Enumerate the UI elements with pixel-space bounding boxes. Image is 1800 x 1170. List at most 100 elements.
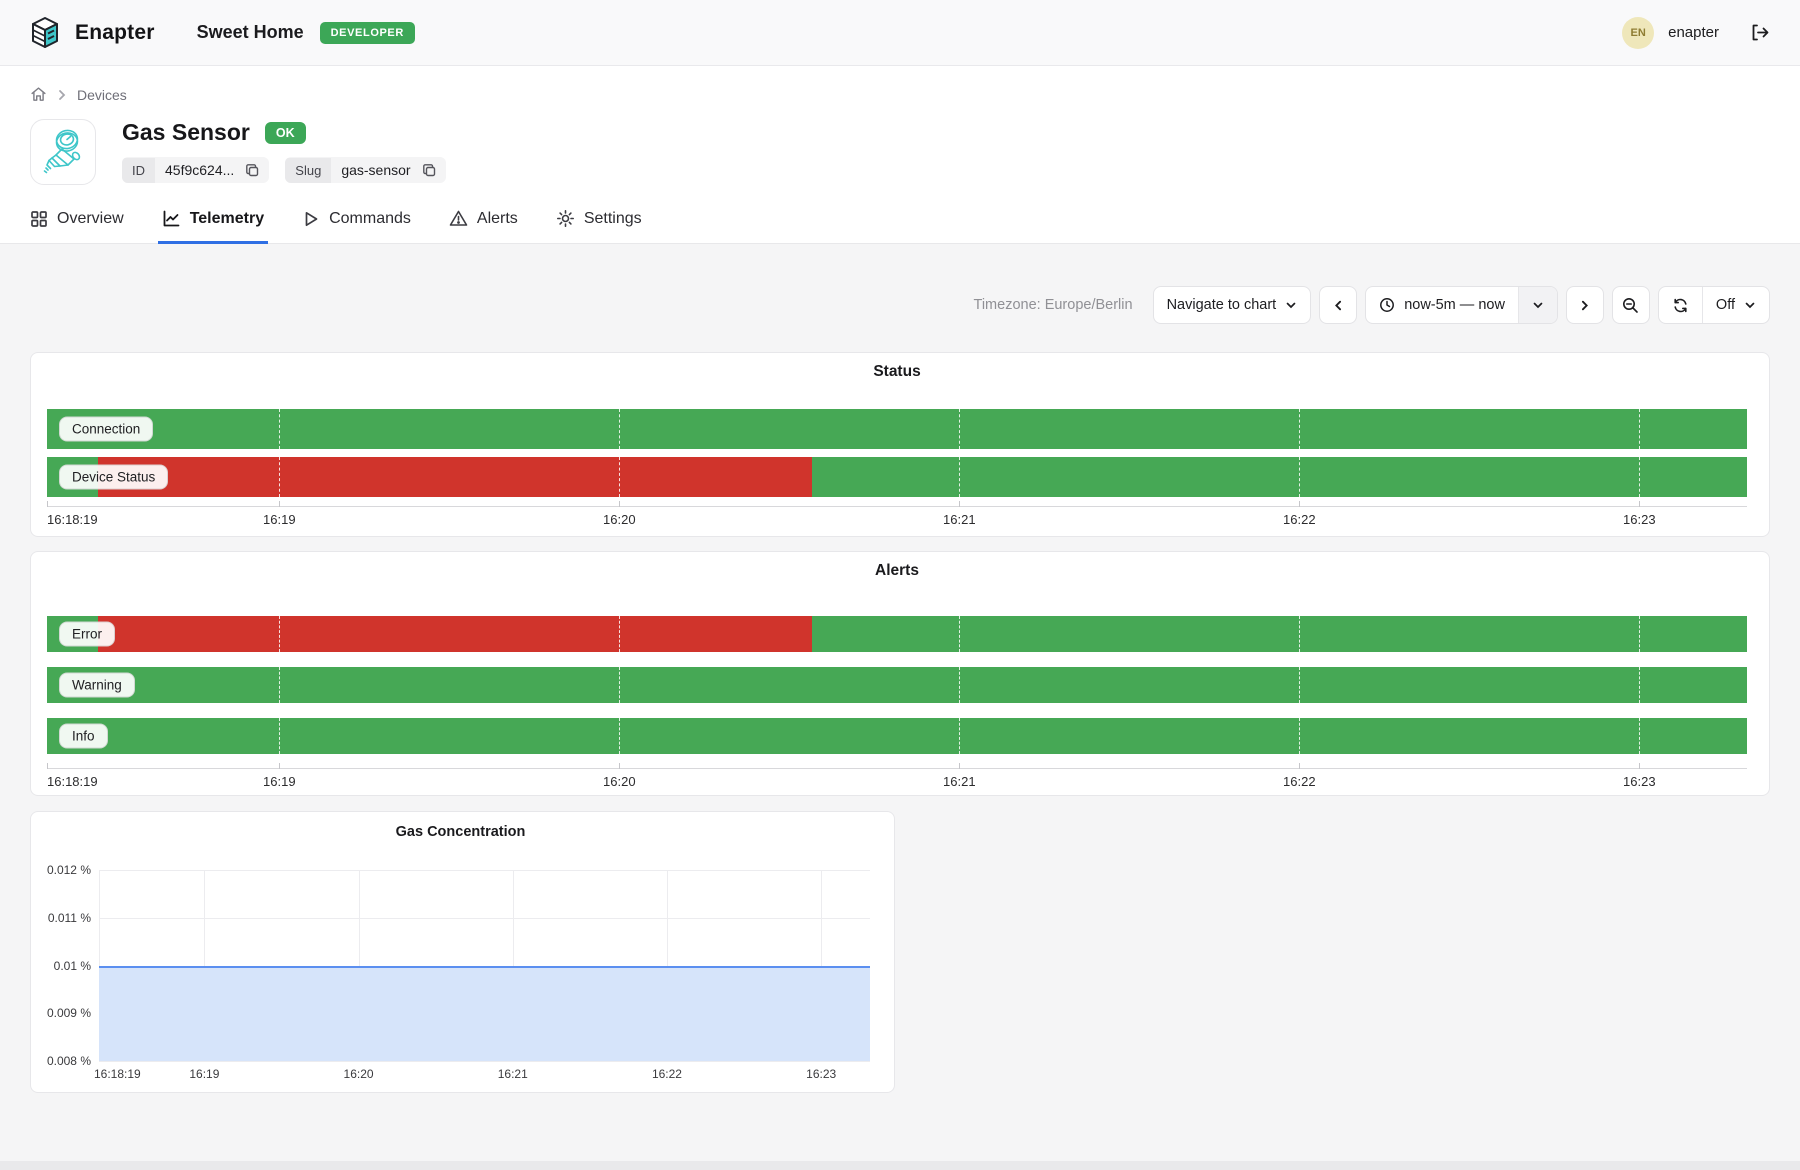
page-subheader: Devices Ga: [0, 66, 1800, 244]
timeline-segment-ok: [47, 667, 1747, 703]
axis-tick: [279, 763, 281, 769]
axis-tick: [619, 501, 621, 507]
gridline: [1639, 616, 1641, 652]
chart-title: Alerts: [875, 562, 919, 579]
axis-tick-label: 16:23: [1623, 512, 1656, 527]
axis-tick: [619, 763, 621, 769]
gridline: [619, 457, 621, 497]
axis-tick-label: 16:20: [603, 512, 636, 527]
y-axis-tick-label: 0.012 %: [46, 863, 91, 877]
timeline-row-label: Device Status: [59, 464, 169, 490]
axis-tick-label: 16:21: [943, 512, 976, 527]
copy-id-button[interactable]: [244, 163, 269, 178]
axis-tick-label: 16:22: [1283, 512, 1316, 527]
logout-icon: [1749, 22, 1770, 43]
time-range-forward-button[interactable]: [1565, 286, 1604, 324]
brand-name: Enapter: [75, 20, 155, 44]
time-range-dropdown-button[interactable]: [1518, 287, 1557, 323]
username[interactable]: enapter: [1668, 24, 1719, 41]
chevron-right-icon: [1578, 299, 1591, 312]
timeline-plot-area[interactable]: Error Warning Info: [47, 616, 1747, 754]
axis-tick-label: 16:20: [343, 1067, 374, 1081]
axis-tick-label: 16:22: [1283, 774, 1316, 789]
device-icon-card: [30, 119, 96, 185]
copy-slug-button[interactable]: [421, 163, 446, 178]
horizontal-scrollbar-track[interactable]: [0, 1161, 1800, 1170]
axis-tick-label: 16:22: [651, 1067, 682, 1081]
brand[interactable]: Enapter: [26, 14, 155, 52]
timeline-row-label: Error: [59, 621, 115, 647]
time-range-button[interactable]: now-5m — now: [1366, 287, 1518, 323]
enapter-logo-icon: [26, 14, 64, 52]
tab-commands[interactable]: Commands: [302, 209, 411, 243]
axis-tick: [1299, 501, 1301, 507]
tab-label: Settings: [583, 209, 642, 227]
device-id-value: 45f9c624...: [165, 162, 235, 178]
warning-triangle-icon: [449, 209, 468, 228]
navigate-to-chart-label: Navigate to chart: [1166, 297, 1277, 313]
home-icon[interactable]: [30, 86, 47, 103]
breadcrumb-separator-icon: [56, 89, 68, 101]
timeline-plot-area[interactable]: Connection Device Status: [47, 409, 1747, 497]
gridline: [99, 1061, 870, 1062]
refresh-control: Off: [1657, 286, 1770, 324]
timeline-segment-ok: [812, 616, 1747, 652]
axis-tick-label: 16:21: [943, 774, 976, 789]
gridline: [959, 457, 961, 497]
gridline: [279, 667, 281, 703]
app-header: Enapter Sweet Home DEVELOPER EN enapter: [0, 0, 1800, 66]
gridline: [279, 457, 281, 497]
tab-telemetry[interactable]: Telemetry: [157, 209, 269, 244]
gridline: [99, 870, 870, 871]
x-axis: 16:18:19 16:19 16:20 16:21 16:22 16:23: [47, 763, 1747, 792]
timeline-row-label: Info: [59, 723, 108, 749]
gridline: [959, 616, 961, 652]
copy-icon: [245, 163, 260, 178]
time-range-control: now-5m — now: [1365, 286, 1558, 324]
developer-badge: DEVELOPER: [319, 21, 415, 44]
gas-plot-area[interactable]: 0.012 % 0.011 % 0.01 % 0.009 % 0.008 %: [47, 863, 870, 1068]
divider: [1701, 287, 1703, 323]
tab-label: Commands: [329, 209, 411, 227]
y-axis-tick-label: 0.011 %: [47, 910, 91, 925]
timeline-segment-ok: [47, 718, 1747, 754]
refresh-button[interactable]: [1659, 287, 1702, 323]
logout-button[interactable]: [1745, 18, 1774, 47]
axis-tick-label: 16:23: [1623, 774, 1656, 789]
page-title: Gas Sensor: [122, 119, 250, 145]
tab-bar: Overview Telemetry Commands: [30, 209, 1770, 244]
play-icon: [302, 210, 320, 228]
device-id-label: ID: [122, 157, 155, 183]
grid-icon: [30, 210, 48, 228]
gridline: [619, 718, 621, 754]
breadcrumb-devices[interactable]: Devices: [77, 86, 127, 103]
gridline: [279, 616, 281, 652]
y-axis-tick-label: 0.008 %: [46, 1054, 91, 1068]
timeline-row: Error: [47, 616, 1747, 652]
zoom-out-icon: [1622, 297, 1639, 314]
tab-alerts[interactable]: Alerts: [449, 209, 518, 243]
navigate-to-chart-button[interactable]: Navigate to chart: [1152, 286, 1312, 324]
axis-tick-label: 16:20: [603, 774, 636, 789]
alerts-chart-card: Alerts Error Warning Info 16:18:19 16:19 16:20…: [30, 551, 1770, 796]
tab-overview[interactable]: Overview: [30, 209, 124, 243]
gridline: [1639, 457, 1641, 497]
zoom-out-button[interactable]: [1611, 286, 1650, 324]
timeline-row: Warning: [47, 667, 1747, 703]
chart-line-icon: [162, 209, 181, 228]
axis-tick: [959, 501, 961, 507]
auto-refresh-label: Off: [1715, 297, 1735, 313]
tab-label: Telemetry: [189, 209, 265, 227]
gridline: [959, 409, 961, 449]
device-id-pill: ID 45f9c624...: [122, 157, 270, 183]
gridline: [99, 917, 870, 919]
gridline: [619, 616, 621, 652]
x-axis: 16:18:19 16:19 16:20 16:21 16:22 16:23: [94, 1061, 870, 1081]
tab-settings[interactable]: Settings: [556, 209, 642, 243]
axis-tick-label: 16:23: [806, 1067, 837, 1081]
time-range-back-button[interactable]: [1319, 286, 1358, 324]
auto-refresh-interval-button[interactable]: Off: [1703, 287, 1769, 323]
tab-label: Overview: [57, 209, 124, 227]
gridline: [1299, 667, 1301, 703]
user-avatar[interactable]: EN: [1622, 16, 1655, 49]
